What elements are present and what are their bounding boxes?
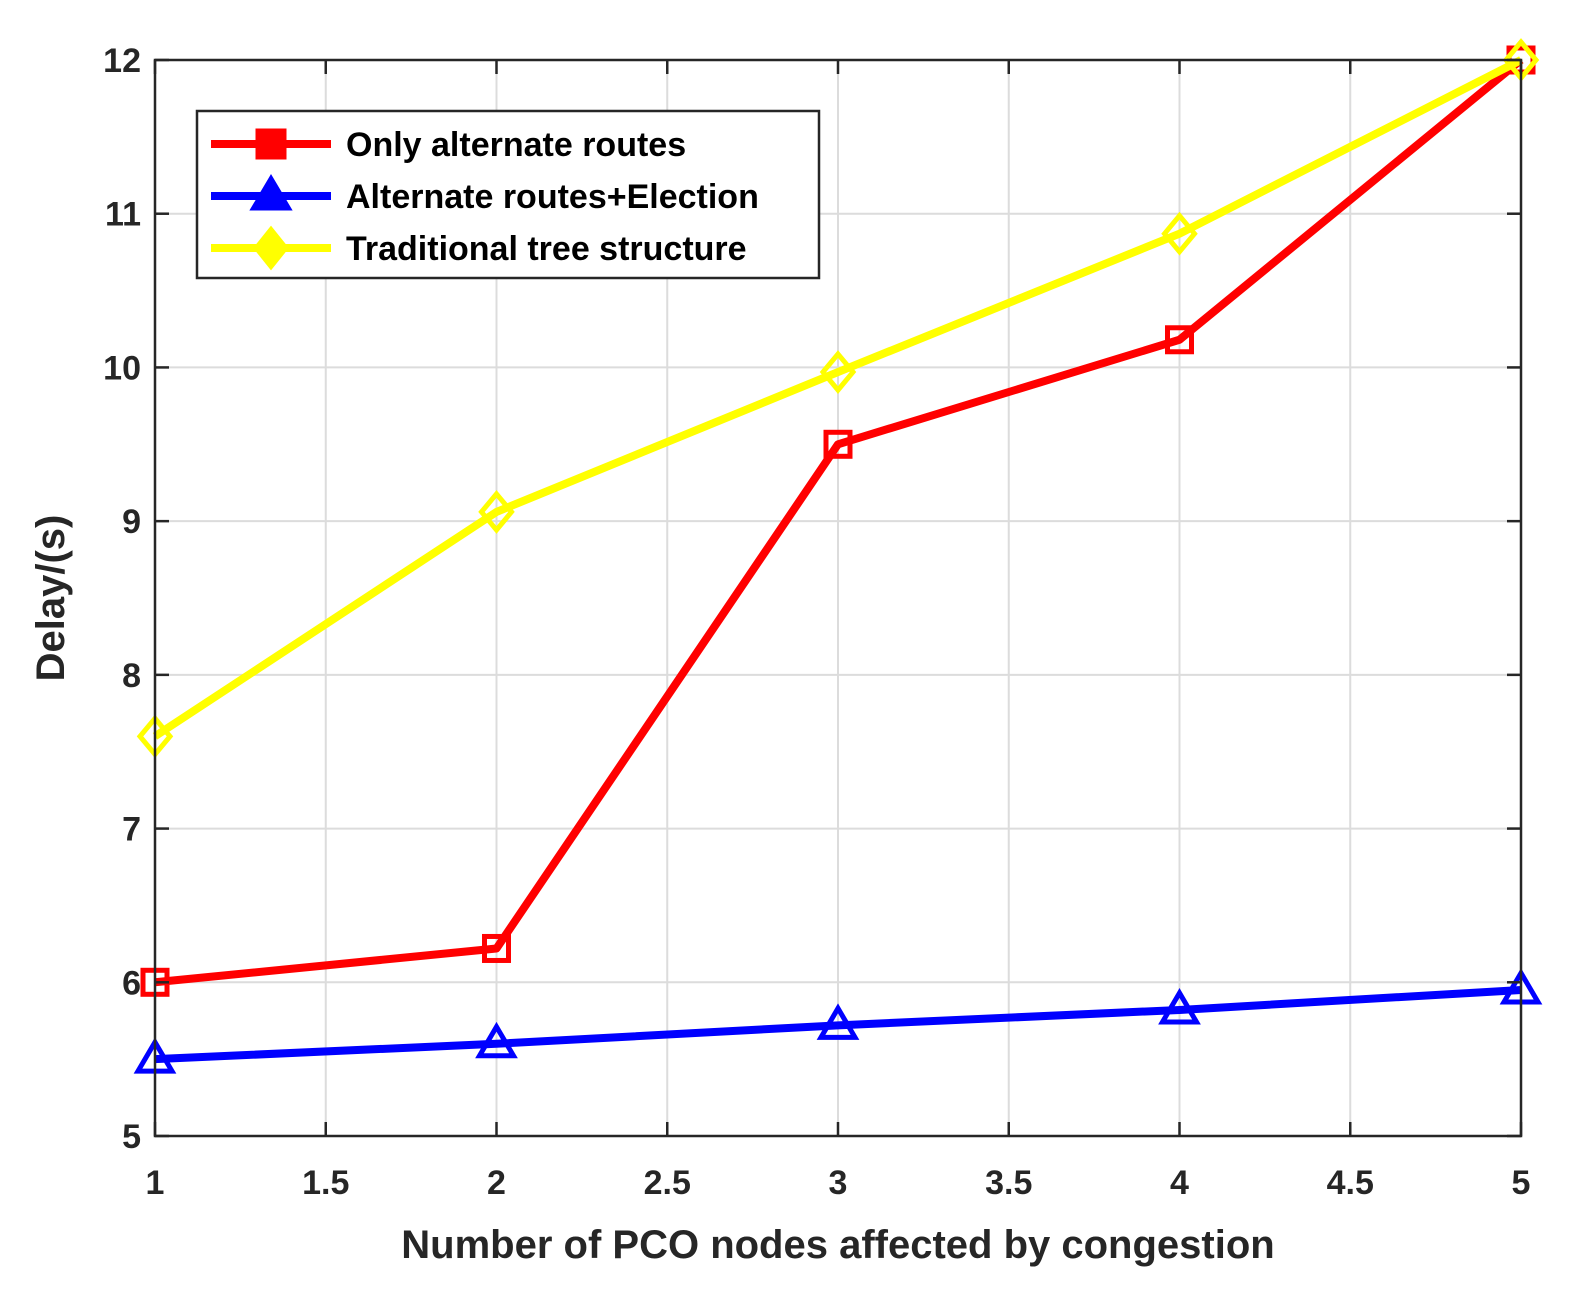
x-tick-labels: 1 1.5 2 2.5 3 3.5 4 4.5 5 — [146, 1164, 1531, 1202]
x-tick-label: 1.5 — [302, 1164, 349, 1202]
legend-entry: Only alternate routes — [211, 126, 686, 164]
series-line — [154, 56, 1524, 987]
y-tick-label: 9 — [122, 503, 141, 541]
square-marker — [482, 933, 511, 963]
y-axis-label: Delay/(s) — [29, 515, 73, 682]
legend-square-marker — [255, 128, 287, 160]
x-tick-label: 4 — [1170, 1164, 1189, 1202]
y-tick-label: 12 — [103, 42, 141, 80]
triangle-marker — [475, 1021, 518, 1059]
triangle-marker — [1158, 988, 1201, 1025]
x-tick-label: 2 — [487, 1164, 506, 1202]
legend-entry: Traditional tree structure — [211, 225, 747, 271]
x-tick-label: 4.5 — [1327, 1164, 1374, 1202]
y-tick-label: 7 — [122, 811, 141, 849]
x-tick-label: 3 — [829, 1164, 848, 1202]
tick-marks — [153, 58, 1523, 1138]
legend: Only alternate routes Alternate routes+El… — [195, 109, 821, 280]
x-tick-label: 3.5 — [985, 1164, 1032, 1202]
triangle-marker — [816, 1003, 860, 1040]
legend-diamond-marker — [253, 225, 289, 271]
y-tick-labels: 5 6 7 8 9 10 11 12 — [103, 42, 141, 1156]
legend-label: Traditional tree structure — [346, 230, 747, 268]
legend-entry: Alternate routes+Election — [211, 174, 759, 216]
y-tick-label: 6 — [122, 964, 141, 1002]
series-2 — [136, 38, 1540, 759]
series-line — [154, 985, 1522, 1064]
y-tick-label: 5 — [122, 1118, 141, 1156]
legend-label: Alternate routes+Election — [346, 178, 759, 216]
y-tick-label: 11 — [105, 196, 141, 234]
square-marker — [823, 429, 853, 459]
diamond-marker — [1161, 211, 1198, 256]
square-marker — [1165, 325, 1194, 355]
x-tick-label: 2.5 — [644, 1164, 691, 1202]
legend-label: Only alternate routes — [346, 126, 686, 164]
x-tick-label: 1 — [146, 1164, 165, 1202]
y-tick-label: 10 — [103, 349, 141, 387]
x-tick-label: 5 — [1512, 1164, 1531, 1202]
y-tick-label: 8 — [122, 657, 141, 695]
x-axis-label: Number of PCO nodes affected by congesti… — [401, 1223, 1274, 1267]
series-line — [152, 56, 1523, 740]
diamond-marker — [478, 490, 515, 534]
legend-triangle-marker — [249, 174, 293, 211]
diamond-marker — [819, 350, 857, 394]
